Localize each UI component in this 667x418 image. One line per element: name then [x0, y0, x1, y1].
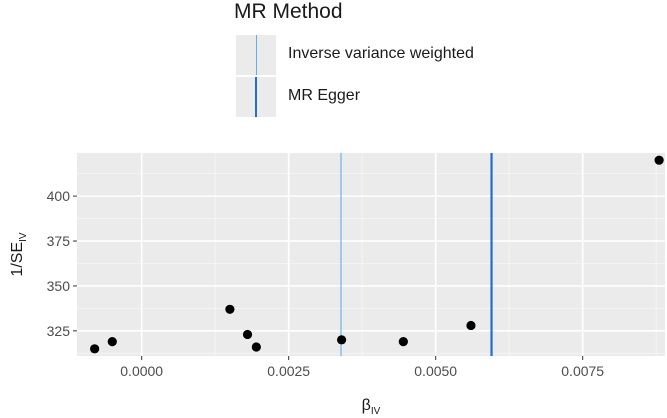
- x-tick-label: 0.0075: [561, 363, 604, 379]
- x-tick-label: 0.0050: [414, 363, 457, 379]
- legend-label-ivw: Inverse variance weighted: [288, 45, 474, 62]
- plot-panel: [77, 153, 665, 356]
- data-point-9: [654, 155, 664, 165]
- data-point-1: [90, 344, 100, 354]
- legend-key-ivw-line: [256, 35, 257, 75]
- legend-key-egger: [236, 77, 276, 117]
- legend-key-egger-line: [255, 77, 257, 117]
- y-tick-label: 350: [47, 278, 71, 294]
- x-tick-label: 0.0000: [120, 363, 163, 379]
- y-tick-label: 325: [47, 323, 71, 339]
- data-point-5: [251, 342, 261, 352]
- y-tick-label: 400: [47, 188, 71, 204]
- data-point-4: [242, 329, 253, 340]
- y-axis-title: 1/SEIV: [9, 232, 29, 276]
- legend-key-ivw: [236, 35, 276, 75]
- data-point-3: [225, 304, 235, 314]
- data-point-8: [466, 320, 476, 331]
- data-point-6: [337, 335, 347, 345]
- x-tick-label: 0.0025: [267, 363, 310, 379]
- y-tick-label: 375: [47, 233, 71, 249]
- legend-title: MR Method: [234, 0, 343, 23]
- data-point-2: [107, 337, 117, 347]
- legend-label-egger: MR Egger: [288, 87, 361, 104]
- x-axis-title: βIV: [362, 397, 381, 417]
- data-point-7: [398, 337, 408, 347]
